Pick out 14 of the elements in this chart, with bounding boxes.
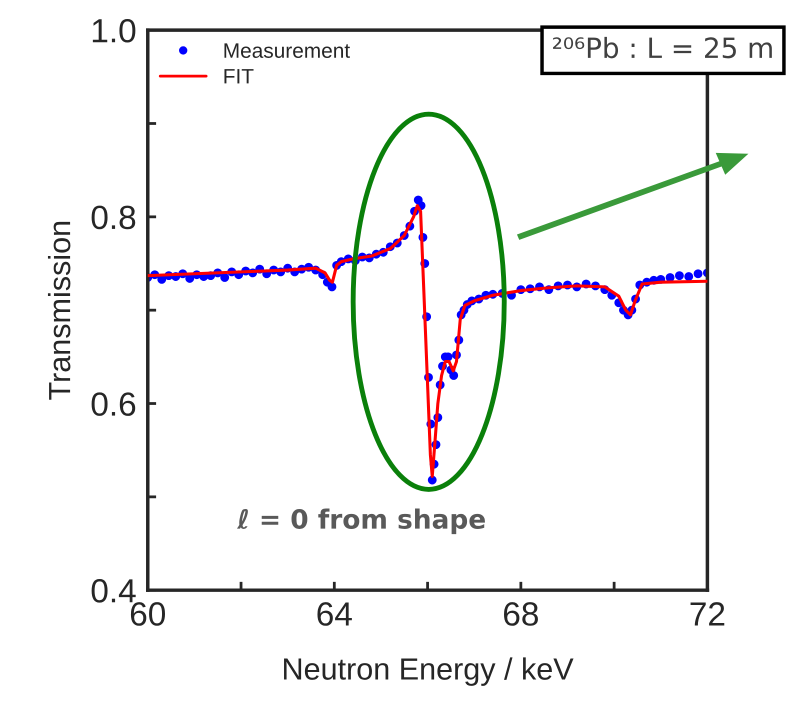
y-tick-label: 0.4 (92, 579, 136, 603)
y-tick-label: 0.6 (92, 392, 136, 416)
x-axis-title: Neutron Energy / keV (284, 657, 574, 686)
y-tick-label: 0.8 (92, 206, 136, 230)
legend-label: Measurement (224, 43, 350, 58)
annotation: ℓ = 0 from shape (236, 508, 485, 534)
legend-label: FIT (224, 69, 254, 84)
x-tick-label: 72 (690, 602, 724, 626)
annotation: ²⁰⁶Pb : L = 25 m (553, 36, 772, 58)
x-tick-label: 68 (504, 602, 538, 626)
x-tick-label: 64 (317, 602, 352, 626)
y-axis-title: Transmission (48, 222, 70, 400)
x-tick-label: 60 (130, 602, 166, 626)
y-tick-label: 1.0 (92, 18, 136, 43)
